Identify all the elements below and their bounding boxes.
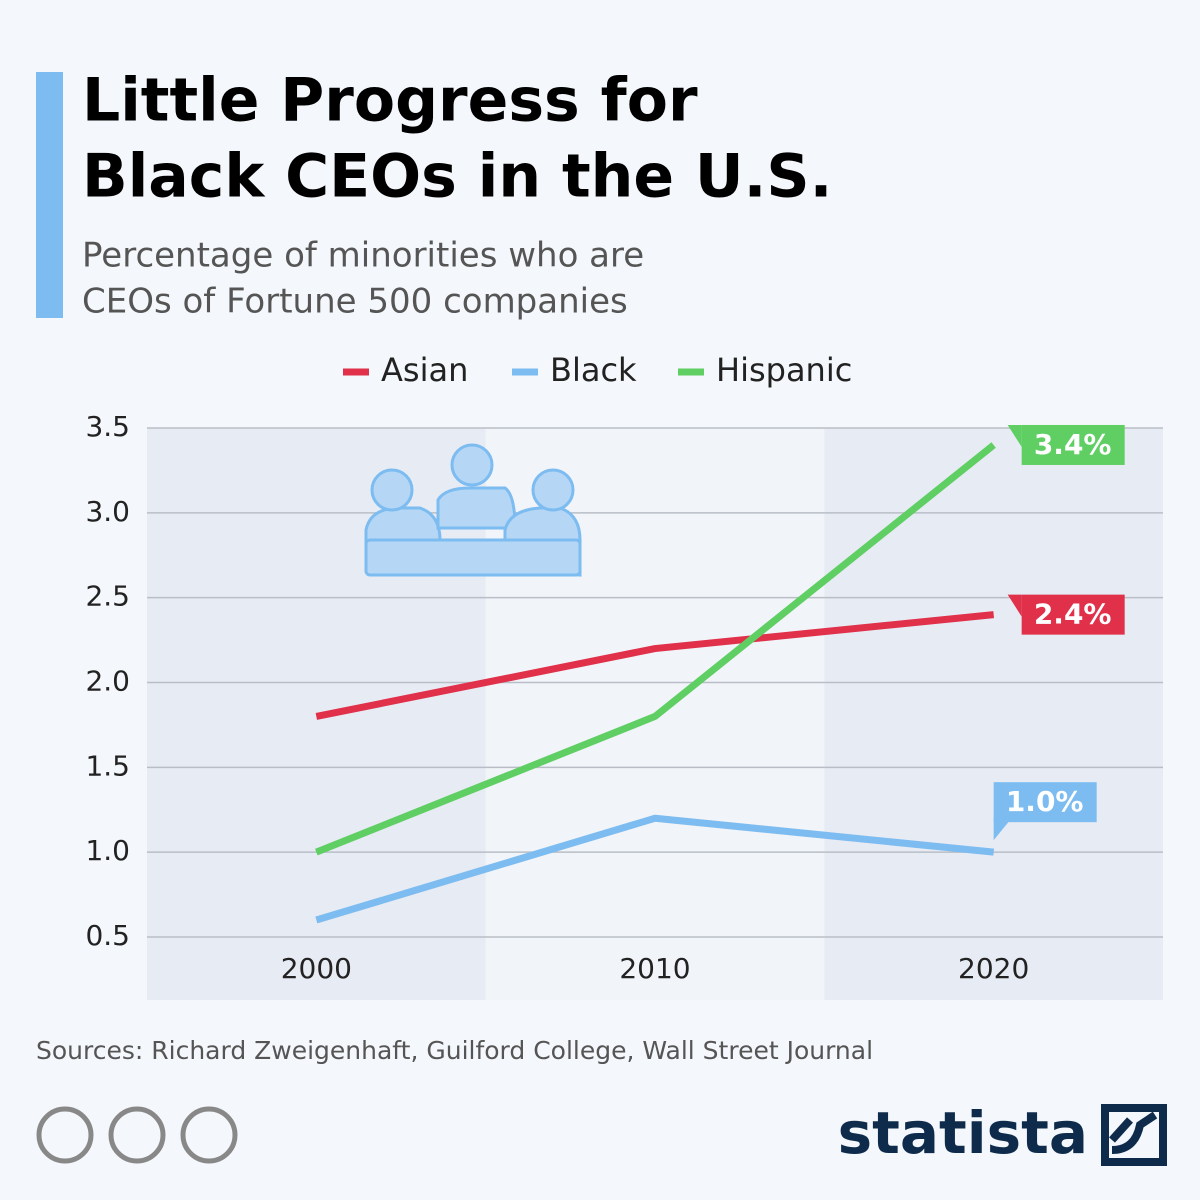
- y-tick-label: 3.5: [85, 410, 130, 443]
- meeting-icon: [364, 443, 582, 577]
- x-tick-label: 2020: [958, 952, 1029, 985]
- brand: statista: [838, 1099, 1088, 1167]
- x-tick-label: 2010: [619, 952, 690, 985]
- license-icons: [36, 1106, 238, 1164]
- y-tick-label: 1.0: [85, 834, 130, 867]
- chart-title: Little Progress for: [82, 66, 698, 136]
- legend-label: Hispanic: [716, 351, 852, 389]
- label-pointer: [1007, 594, 1022, 617]
- y-tick-label: 0.5: [85, 919, 130, 952]
- label-pointer: [1007, 424, 1022, 447]
- y-tick-label: 2.5: [85, 580, 130, 613]
- label-box: [1021, 594, 1125, 635]
- series-line: [315, 814, 995, 924]
- label-pointer: [993, 818, 1012, 841]
- title-accent: [36, 72, 63, 318]
- band: [824, 428, 1163, 1000]
- label-box: [993, 782, 1097, 823]
- chart-subtitle: Percentage of minorities who are: [82, 236, 644, 276]
- brand-logo: [1101, 1104, 1167, 1166]
- series-line: [315, 611, 995, 720]
- value-label: 1.0%: [1006, 785, 1084, 818]
- y-tick-label: 1.5: [85, 749, 130, 782]
- y-tick-label: 3.0: [85, 495, 130, 528]
- chart-title: Black CEOs in the U.S.: [82, 142, 832, 212]
- legend-label: Asian: [381, 351, 468, 389]
- source: Sources: Richard Zweigenhaft, Guilford C…: [36, 1036, 873, 1065]
- series-line: [315, 442, 996, 856]
- legend-label: Black: [550, 351, 637, 389]
- value-label: 2.4%: [1034, 598, 1112, 631]
- value-label: 3.4%: [1034, 428, 1112, 461]
- x-tick-label: 2000: [281, 952, 352, 985]
- label-box: [1021, 424, 1125, 465]
- y-tick-label: 2.0: [85, 665, 130, 698]
- chart-subtitle: CEOs of Fortune 500 companies: [82, 282, 628, 322]
